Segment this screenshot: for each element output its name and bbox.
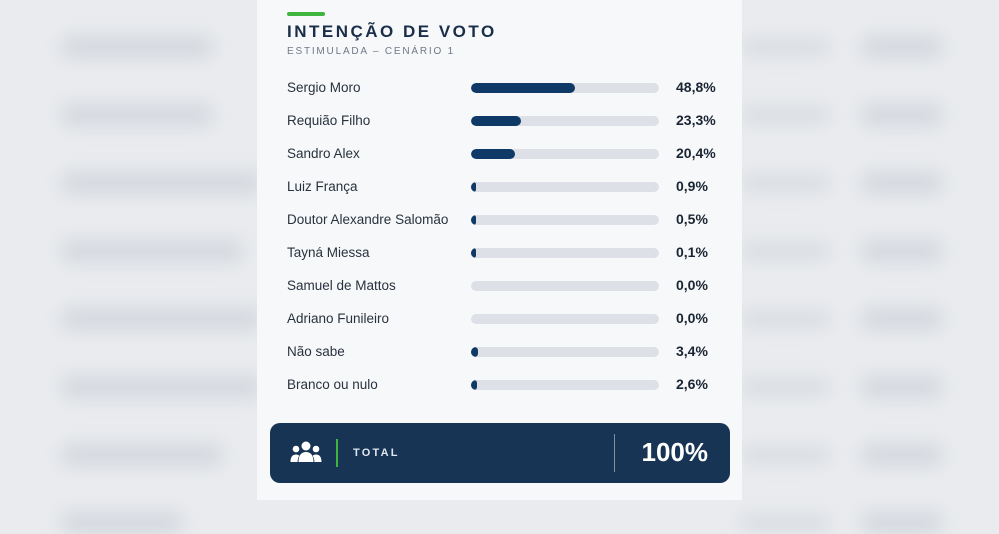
category-label: Samuel de Mattos <box>287 278 396 293</box>
blurred-value <box>862 104 942 126</box>
blurred-bar <box>740 380 830 394</box>
bar <box>471 182 476 192</box>
value-label: 3,4% <box>676 343 708 359</box>
bar <box>471 149 515 159</box>
bar-track <box>471 215 659 225</box>
category-label: Tayná Miessa <box>287 245 370 260</box>
blurred-bar <box>740 244 830 258</box>
total-panel: TOTAL 100% <box>270 423 730 483</box>
category-label: Sandro Alex <box>287 146 360 161</box>
blurred-value <box>862 512 942 534</box>
chart-subtitle: ESTIMULADA – CENÁRIO 1 <box>287 46 455 57</box>
blurred-label <box>62 308 262 330</box>
blurred-value <box>862 308 942 330</box>
blurred-bar <box>740 448 830 462</box>
bar-track <box>471 182 659 192</box>
value-label: 0,0% <box>676 310 708 326</box>
blurred-label <box>62 512 182 534</box>
bar-row: Requião Filho 23,3% <box>287 111 727 131</box>
value-label: 20,4% <box>676 145 716 161</box>
bar-track <box>471 281 659 291</box>
bar <box>471 215 476 225</box>
blurred-value <box>862 444 942 466</box>
category-label: Sergio Moro <box>287 80 361 95</box>
total-accent-divider <box>336 439 338 467</box>
value-label: 0,1% <box>676 244 708 260</box>
bar-track <box>471 314 659 324</box>
category-label: Não sabe <box>287 344 345 359</box>
category-label: Adriano Funileiro <box>287 311 390 326</box>
total-label: TOTAL <box>353 447 400 459</box>
bar <box>471 347 479 357</box>
blurred-label <box>62 376 262 398</box>
bar-row: Samuel de Mattos 0,0% <box>287 276 727 296</box>
value-label: 0,9% <box>676 178 708 194</box>
bar-row: Sergio Moro 48,8% <box>287 78 727 98</box>
value-label: 0,0% <box>676 277 708 293</box>
total-divider <box>614 434 615 472</box>
bar <box>471 380 477 390</box>
chart-card: INTENÇÃO DE VOTO ESTIMULADA – CENÁRIO 1 … <box>257 0 742 500</box>
bar-row: Luiz França 0,9% <box>287 177 727 197</box>
category-label: Doutor Alexandre Salomão <box>287 212 449 227</box>
value-label: 0,5% <box>676 211 708 227</box>
blurred-label <box>62 104 212 126</box>
value-label: 23,3% <box>676 112 716 128</box>
blurred-value <box>862 240 942 262</box>
bar-row: Doutor Alexandre Salomão 0,5% <box>287 210 727 230</box>
blurred-label <box>62 240 242 262</box>
total-value: 100% <box>641 437 709 467</box>
blurred-bar <box>740 312 830 326</box>
blurred-bar <box>740 176 830 190</box>
bar-row: Tayná Miessa 0,1% <box>287 243 727 263</box>
category-label: Branco ou nulo <box>287 377 378 392</box>
blurred-label <box>62 444 222 466</box>
bar-row: Adriano Funileiro 0,0% <box>287 309 727 329</box>
title-accent-line <box>287 12 325 16</box>
bar <box>471 248 476 258</box>
value-label: 2,6% <box>676 376 708 392</box>
bar <box>471 116 521 126</box>
bar-track <box>471 380 659 390</box>
bar-track <box>471 116 659 126</box>
bar-row: Não sabe 3,4% <box>287 342 727 362</box>
bar-track <box>471 149 659 159</box>
blurred-value <box>862 376 942 398</box>
blurred-bar <box>740 40 830 54</box>
bar-row: Sandro Alex 20,4% <box>287 144 727 164</box>
blurred-label <box>62 36 212 58</box>
value-label: 48,8% <box>676 79 716 95</box>
category-label: Luiz França <box>287 179 358 194</box>
blurred-value <box>862 36 942 58</box>
bar <box>471 83 576 93</box>
blurred-label <box>62 172 262 194</box>
bar-row: Branco ou nulo 2,6% <box>287 375 727 395</box>
chart-title: INTENÇÃO DE VOTO <box>287 22 497 41</box>
blurred-bar <box>740 108 830 122</box>
bar-track <box>471 347 659 357</box>
category-label: Requião Filho <box>287 113 371 128</box>
blurred-bar <box>740 516 830 530</box>
bar-track <box>471 83 659 93</box>
group-icon <box>290 441 322 462</box>
blurred-value <box>862 172 942 194</box>
bar-track <box>471 248 659 258</box>
